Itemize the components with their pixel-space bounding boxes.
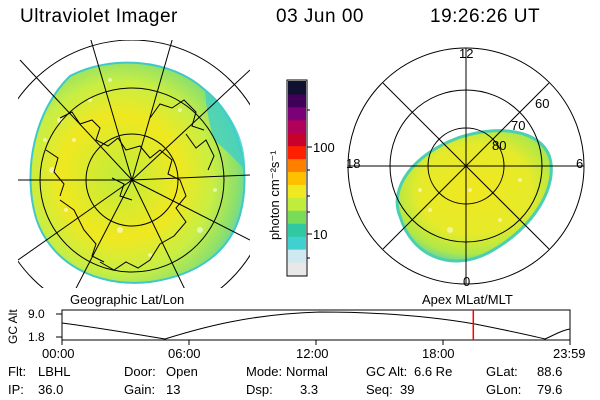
ip-value: 36.0	[38, 382, 64, 397]
colorbar-segment	[288, 210, 306, 224]
left-map-caption: Geographic Lat/Lon	[70, 292, 185, 307]
magnetic-map	[347, 47, 585, 285]
altitude-xtick-1: 06:00	[168, 346, 201, 361]
filter-label: Flt:	[8, 364, 27, 379]
auroral-oval-right	[395, 129, 553, 263]
gain-label: Gain:	[124, 382, 156, 397]
altitude-curve	[61, 311, 571, 340]
observation-time: 19:26:26 UT	[430, 6, 541, 27]
colorbar-segment	[288, 93, 306, 108]
colorbar-segment	[288, 184, 306, 198]
colorbar-segment	[288, 197, 306, 211]
mlat-label-70: 70	[511, 118, 526, 133]
mlat-label-60: 60	[535, 96, 550, 111]
mlt-label-12: 12	[459, 46, 474, 61]
colorbar-segment	[288, 223, 306, 237]
colorbar-tick-10: 10	[313, 227, 328, 242]
dsp-value: 3.3	[300, 382, 319, 397]
glat-label: GLat:	[486, 364, 518, 379]
seq-label: Seq:	[366, 382, 393, 397]
altitude-ytick-bottom: 1.8	[28, 330, 45, 344]
glon-value: 79.6	[537, 382, 563, 397]
colorbar-segment	[288, 119, 306, 134]
filter-value: LBHL	[38, 364, 71, 379]
gc-alt-label: GC Alt:	[366, 364, 408, 379]
altitude-plot	[56, 309, 571, 345]
mode-label: Mode:	[246, 364, 283, 379]
mlt-label-6: 6	[576, 156, 584, 171]
observation-date: 03 Jun 00	[276, 6, 364, 27]
door-label: Door:	[124, 364, 156, 379]
door-value: Open	[166, 364, 198, 379]
gain-value: 13	[166, 382, 181, 397]
colorbar-segment	[288, 106, 306, 121]
dsp-label: Dsp:	[246, 382, 273, 397]
mlat-label-80: 80	[492, 138, 507, 153]
mlt-label-0: 0	[463, 274, 471, 289]
altitude-xtick-3: 18:00	[422, 346, 455, 361]
ip-label: IP:	[8, 382, 24, 397]
altitude-xtick-2: 12:00	[296, 346, 329, 361]
altitude-ylabel: GC Alt	[6, 309, 20, 344]
coastlines	[45, 99, 215, 271]
seq-value: 39	[400, 382, 415, 397]
colorbar-unit-label: photon cm⁻²s⁻¹	[267, 150, 282, 240]
colorbar-segment	[288, 81, 306, 95]
altitude-xtick-0: 00:00	[42, 346, 75, 361]
colorbar-segment	[288, 145, 306, 160]
mlt-label-18: 18	[346, 156, 361, 171]
color-bar	[286, 79, 312, 277]
gc-alt-value: 6.6 Re	[414, 364, 453, 379]
glon-label: GLon:	[486, 382, 522, 397]
graticule	[18, 40, 250, 288]
right-map-caption: Apex MLat/MLT	[422, 292, 513, 307]
instrument-title: Ultraviolet Imager	[20, 6, 178, 27]
colorbar-segment	[288, 262, 306, 276]
colorbar-tick-100: 100	[313, 140, 335, 155]
colorbar-segment	[288, 236, 306, 250]
auroral-image-left	[29, 61, 246, 284]
mode-value: Normal	[286, 364, 328, 379]
dayglow-edge	[205, 90, 246, 170]
geographic-map	[18, 40, 250, 288]
colorbar-segment	[288, 132, 306, 147]
glat-value: 88.6	[537, 364, 563, 379]
colorbar-segment	[288, 171, 306, 185]
altitude-xtick-4: 23:59	[553, 346, 586, 361]
altitude-ytick-top: 9.0	[28, 307, 45, 321]
colorbar-segment	[288, 249, 306, 263]
colorbar-segment	[288, 158, 306, 173]
